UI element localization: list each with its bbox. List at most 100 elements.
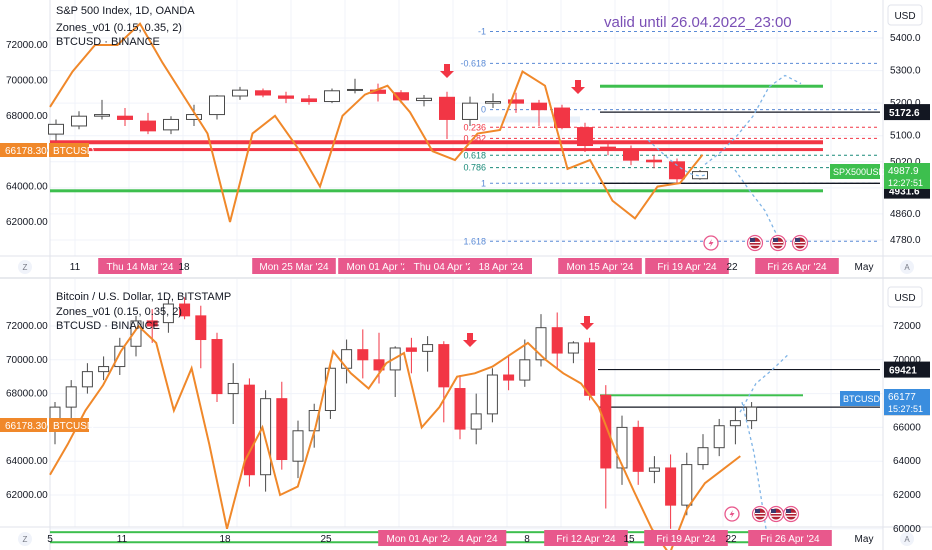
top-currency-box[interactable]: USD bbox=[887, 4, 923, 26]
fib-level-label: 0.786 bbox=[463, 163, 486, 173]
top-candle-body bbox=[393, 92, 409, 101]
bottom-date-label: 4 Apr '24 bbox=[458, 534, 498, 545]
bottom-candle-body bbox=[98, 366, 110, 373]
flag-stripe bbox=[771, 515, 781, 517]
bottom-candle-body bbox=[535, 327, 547, 361]
top-price-tag-text: 5172.6 bbox=[889, 108, 920, 119]
bottom-candle-body bbox=[81, 371, 93, 388]
fib-level-label: 0 bbox=[481, 105, 486, 115]
bottom-date-label: Fri 19 Apr '24 bbox=[656, 534, 716, 545]
us-flag-icon[interactable] bbox=[751, 505, 769, 523]
us-flag-icon[interactable] bbox=[769, 234, 787, 252]
bottom-date-label: Fri 12 Apr '24 bbox=[556, 534, 616, 545]
fib-level-label: 0.236 bbox=[463, 122, 486, 132]
top-green-zone-upper bbox=[600, 84, 823, 88]
top-candle-body bbox=[48, 123, 64, 135]
flag-stripe bbox=[786, 515, 796, 517]
bottom-left-tick: 72000.00 bbox=[6, 321, 48, 332]
bottom-price-tag-text: 69421 bbox=[889, 366, 917, 377]
bottom-candle-body bbox=[179, 303, 191, 317]
bottom-indicator-label[interactable]: Zones_v01 (0.15, 0.35, 2) bbox=[56, 306, 182, 318]
top-z-button[interactable]: Z bbox=[18, 260, 32, 274]
top-right-tick: 4780.0 bbox=[890, 235, 921, 246]
top-candle-body bbox=[577, 127, 593, 147]
bottom-candle-body bbox=[65, 386, 77, 408]
flag-canton bbox=[773, 238, 778, 242]
bottom-btc-tag-label: BTCUSD bbox=[53, 421, 94, 432]
top-right-tick: 5100.0 bbox=[890, 131, 921, 142]
top-price-tag-text: 4931.6 bbox=[889, 187, 920, 198]
bottom-candle-body bbox=[114, 345, 126, 368]
flag-stripe bbox=[771, 512, 781, 514]
bottom-auto-button[interactable]: A bbox=[900, 532, 914, 546]
bottom-date-label: Fri 26 Apr '24 bbox=[760, 534, 820, 545]
bottom-candle-body bbox=[405, 347, 417, 352]
top-date-tag bbox=[252, 258, 336, 274]
down-arrow-icon bbox=[440, 64, 454, 78]
bottom-currency-box[interactable]: USD bbox=[887, 286, 923, 308]
flag-canton bbox=[786, 509, 791, 513]
lightning-icon[interactable] bbox=[724, 506, 740, 522]
bottom-candle-body bbox=[438, 344, 450, 388]
lightning-icon[interactable] bbox=[703, 235, 719, 251]
top-candle-body bbox=[255, 90, 271, 96]
top-btc-tag-label: BTCUSD bbox=[53, 146, 94, 157]
us-flag-icon[interactable] bbox=[746, 234, 764, 252]
us-flag-icon[interactable] bbox=[791, 234, 809, 252]
top-candle-body bbox=[163, 118, 179, 131]
top-candle-body bbox=[232, 89, 248, 97]
us-flag-icon[interactable] bbox=[782, 505, 800, 523]
top-time-axis[interactable]: 11 Thu 14 Mar '24 18 Mon 25 Mar '24 Mon 01 A… bbox=[70, 258, 874, 274]
top-spx-label-box bbox=[830, 164, 880, 179]
bottom-tick-label: 15 bbox=[623, 534, 635, 545]
bottom-compare-label[interactable]: BTCUSD · BINANCE bbox=[56, 320, 160, 332]
top-auto-button[interactable]: A bbox=[900, 260, 914, 274]
top-candles bbox=[48, 78, 708, 183]
top-forecast-up bbox=[704, 74, 802, 165]
top-date-tag bbox=[404, 258, 488, 274]
top-zones bbox=[50, 84, 823, 193]
bottom-candle-body bbox=[341, 349, 353, 369]
top-right-axis[interactable]: 5400.05300.05200.05100.05020.04940.04860… bbox=[890, 33, 921, 246]
bottom-btc-right-tag: BTCUSD 66177 15:27:51 bbox=[840, 389, 930, 415]
bottom-btc-label-box bbox=[49, 418, 89, 432]
bottom-left-tick: 64000.00 bbox=[6, 456, 48, 467]
top-tick-label: 11 bbox=[70, 262, 81, 273]
top-left-tick: 70000.00 bbox=[6, 75, 48, 86]
fib-highlight bbox=[480, 116, 580, 123]
bottom-z-button[interactable]: Z bbox=[18, 532, 32, 546]
top-currency-label: USD bbox=[894, 11, 915, 22]
bottom-candle-body bbox=[227, 382, 239, 395]
top-date-label: Thu 04 Apr '24 bbox=[414, 262, 479, 273]
top-date-label: Fri 26 Apr '24 bbox=[767, 262, 827, 273]
bottom-candle-body bbox=[503, 374, 515, 381]
top-compare-label[interactable]: BTCUSD · BINANCE bbox=[56, 36, 160, 48]
fib-level-label: -1 bbox=[478, 26, 486, 36]
top-date-tag bbox=[755, 258, 839, 274]
top-candle-body bbox=[416, 97, 432, 102]
bottom-event-flags[interactable] bbox=[751, 505, 800, 523]
top-event-flags[interactable] bbox=[746, 234, 809, 252]
top-candle-body bbox=[600, 146, 616, 151]
bottom-candle-body bbox=[665, 467, 677, 506]
top-spx-time: 12:27:51 bbox=[888, 178, 923, 188]
top-marks bbox=[440, 64, 585, 94]
bottom-left-tick: 62000.00 bbox=[6, 490, 48, 501]
flag-stripe bbox=[773, 244, 783, 246]
bottom-date-label: Mon 01 Apr '24 bbox=[387, 534, 454, 545]
top-forecast-down bbox=[734, 169, 781, 242]
bottom-candle-body bbox=[600, 394, 612, 469]
bottom-candle-body bbox=[616, 426, 628, 469]
bottom-tick-label: 25 bbox=[320, 534, 332, 545]
top-right-tick: 5400.0 bbox=[890, 33, 921, 44]
top-indicator-label[interactable]: Zones_v01 (0.15, 0.35, 2) bbox=[56, 22, 182, 34]
top-spx-label: SPX500USD bbox=[833, 167, 886, 177]
bottom-candle-body bbox=[146, 320, 158, 327]
us-flag-icon[interactable] bbox=[767, 505, 785, 523]
top-date-label: Mon 25 Mar '24 bbox=[259, 262, 329, 273]
bottom-green-zone-upper bbox=[600, 394, 803, 397]
bottom-candle-body bbox=[551, 327, 563, 354]
top-candle-body bbox=[485, 101, 501, 104]
bottom-time-axis[interactable]: 5 11 18 25 Mon 01 Apr '24 4 Apr '24 8 Fri 12 Ap… bbox=[47, 530, 873, 546]
